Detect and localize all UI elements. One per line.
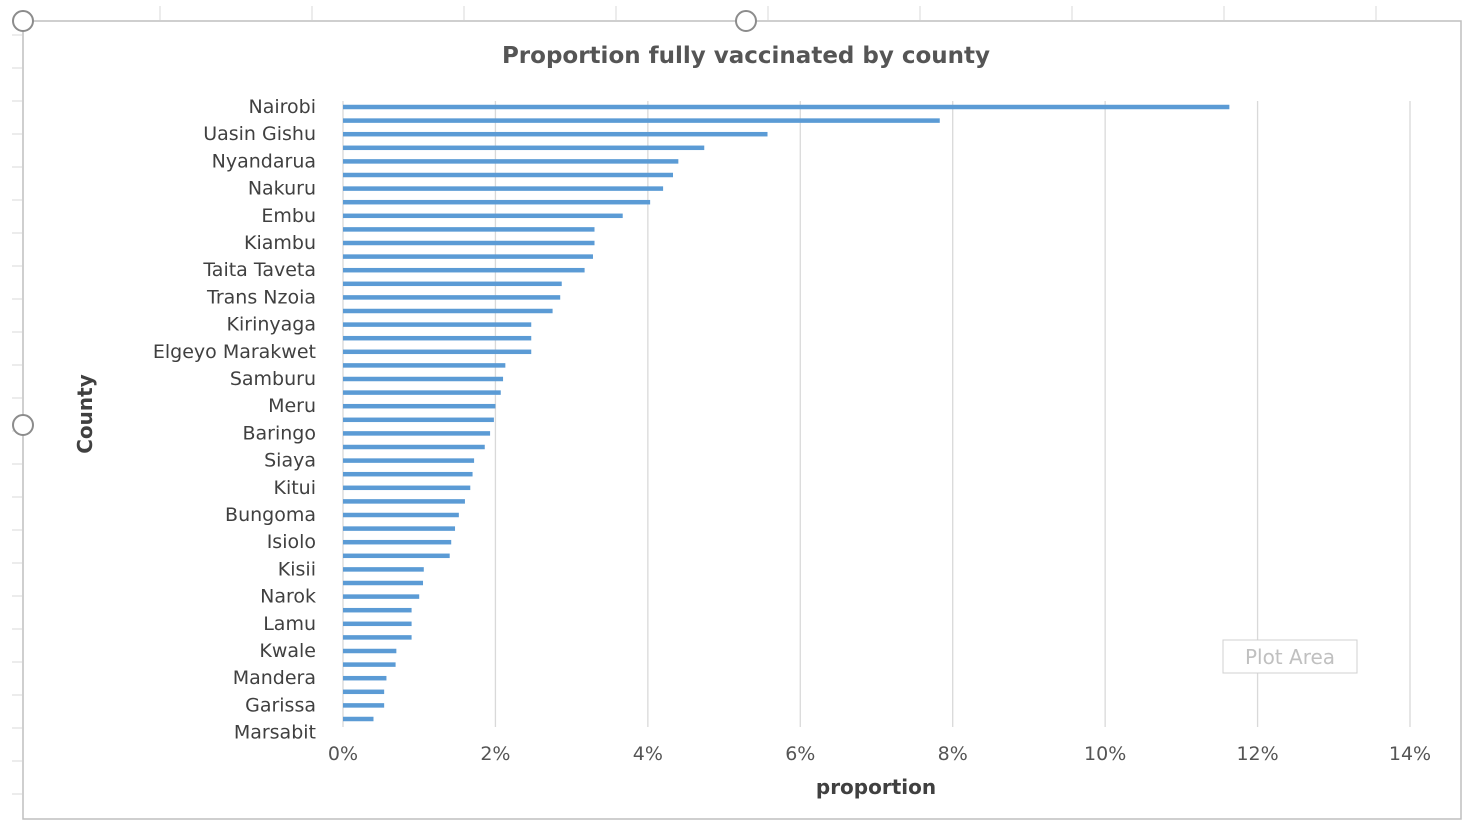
bar	[343, 403, 496, 409]
bar	[343, 458, 475, 463]
bar	[343, 227, 595, 232]
bar	[343, 295, 561, 300]
bar	[343, 281, 562, 287]
bar	[343, 199, 651, 205]
resize-handle	[12, 10, 34, 32]
bar	[343, 662, 396, 667]
bar	[343, 335, 532, 341]
x-tick-label: 0%	[328, 743, 358, 765]
category-label: Embu	[261, 205, 316, 227]
bar	[343, 635, 412, 640]
category-label: Narok	[260, 586, 316, 608]
bar	[343, 607, 412, 613]
bar	[343, 539, 452, 545]
bar	[343, 648, 397, 654]
bar	[343, 390, 501, 395]
category-label: Kisii	[278, 558, 316, 580]
bar	[343, 186, 664, 191]
gridlines	[342, 101, 1411, 727]
category-label: Nairobi	[249, 96, 317, 118]
ruler-top	[0, 0, 1465, 20]
x-tick-label: 6%	[785, 743, 815, 765]
bar	[343, 363, 506, 368]
bar	[343, 349, 532, 355]
ruler-ticks	[12, 6, 1377, 795]
category-label: Nyandarua	[212, 150, 316, 172]
bar	[343, 417, 494, 423]
category-label: Garissa	[245, 694, 316, 716]
x-tick-label: 14%	[1389, 743, 1431, 765]
category-label: Kiambu	[244, 232, 316, 254]
bar	[343, 553, 450, 559]
bar	[343, 376, 504, 382]
category-label: Nakuru	[248, 178, 316, 200]
category-label: Baringo	[243, 422, 317, 444]
bar	[343, 471, 473, 477]
category-labels: Nairobi Uasin Gishu Nyandarua Nakuru Embu Kia…	[153, 96, 316, 744]
category-label: Meru	[268, 395, 316, 417]
category-label: Lamu	[263, 613, 316, 635]
category-label: Mandera	[233, 667, 316, 689]
x-tick-label: 4%	[633, 743, 663, 765]
category-label: Kwale	[259, 640, 316, 662]
category-label: Trans Nzoia	[206, 286, 316, 308]
x-tick-labels: 0% 2% 4% 6% 8% 10% 12% 14%	[328, 743, 1431, 765]
bar	[343, 526, 456, 531]
chart-title: Proportion fully vaccinated by county	[502, 43, 990, 69]
bar	[343, 308, 553, 314]
bar	[343, 675, 387, 681]
category-label: Bungoma	[225, 504, 316, 526]
category-label: Taita Taveta	[202, 259, 316, 281]
bar	[343, 145, 705, 151]
bar	[343, 213, 623, 219]
bar	[343, 159, 679, 164]
bar	[343, 594, 420, 599]
tooltip-box	[1222, 639, 1358, 674]
category-label: Kitui	[273, 477, 316, 499]
tooltip-text: Plot Area	[1245, 645, 1335, 669]
x-tick-label: 2%	[480, 743, 510, 765]
category-label: Isiolo	[267, 531, 316, 553]
plot-area-tooltip: Plot Area	[1222, 639, 1358, 674]
bars	[343, 104, 1230, 722]
bar	[343, 240, 595, 246]
bar	[343, 512, 459, 518]
bar	[343, 267, 585, 273]
bar	[343, 567, 424, 572]
bar	[343, 621, 412, 627]
bar	[343, 172, 674, 178]
category-label: Elgeyo Marakwet	[153, 341, 316, 363]
category-label: Siaya	[264, 450, 316, 472]
ruler-left	[0, 0, 22, 823]
x-tick-label: 12%	[1236, 743, 1278, 765]
resize-handle	[735, 10, 757, 32]
bar	[343, 104, 1230, 110]
y-axis-title: County	[73, 374, 97, 454]
resize-handle	[12, 414, 34, 436]
x-tick-label: 8%	[938, 743, 968, 765]
bar	[343, 131, 768, 137]
category-label: Kirinyaga	[227, 314, 316, 336]
bar	[343, 254, 593, 259]
bar	[343, 703, 385, 708]
bar	[343, 118, 940, 123]
selection-handles	[12, 10, 757, 436]
category-label: Samburu	[230, 368, 316, 390]
category-label: Marsabit	[234, 722, 316, 744]
category-label: Uasin Gishu	[203, 123, 316, 145]
bar	[343, 431, 491, 436]
bar	[343, 322, 532, 327]
bar	[343, 716, 374, 722]
bar	[343, 485, 471, 491]
x-axis-title: proportion	[816, 775, 936, 799]
bar	[343, 499, 465, 504]
bar	[343, 689, 385, 695]
bar	[343, 580, 424, 586]
bar	[343, 444, 485, 450]
x-tick-label: 10%	[1084, 743, 1126, 765]
